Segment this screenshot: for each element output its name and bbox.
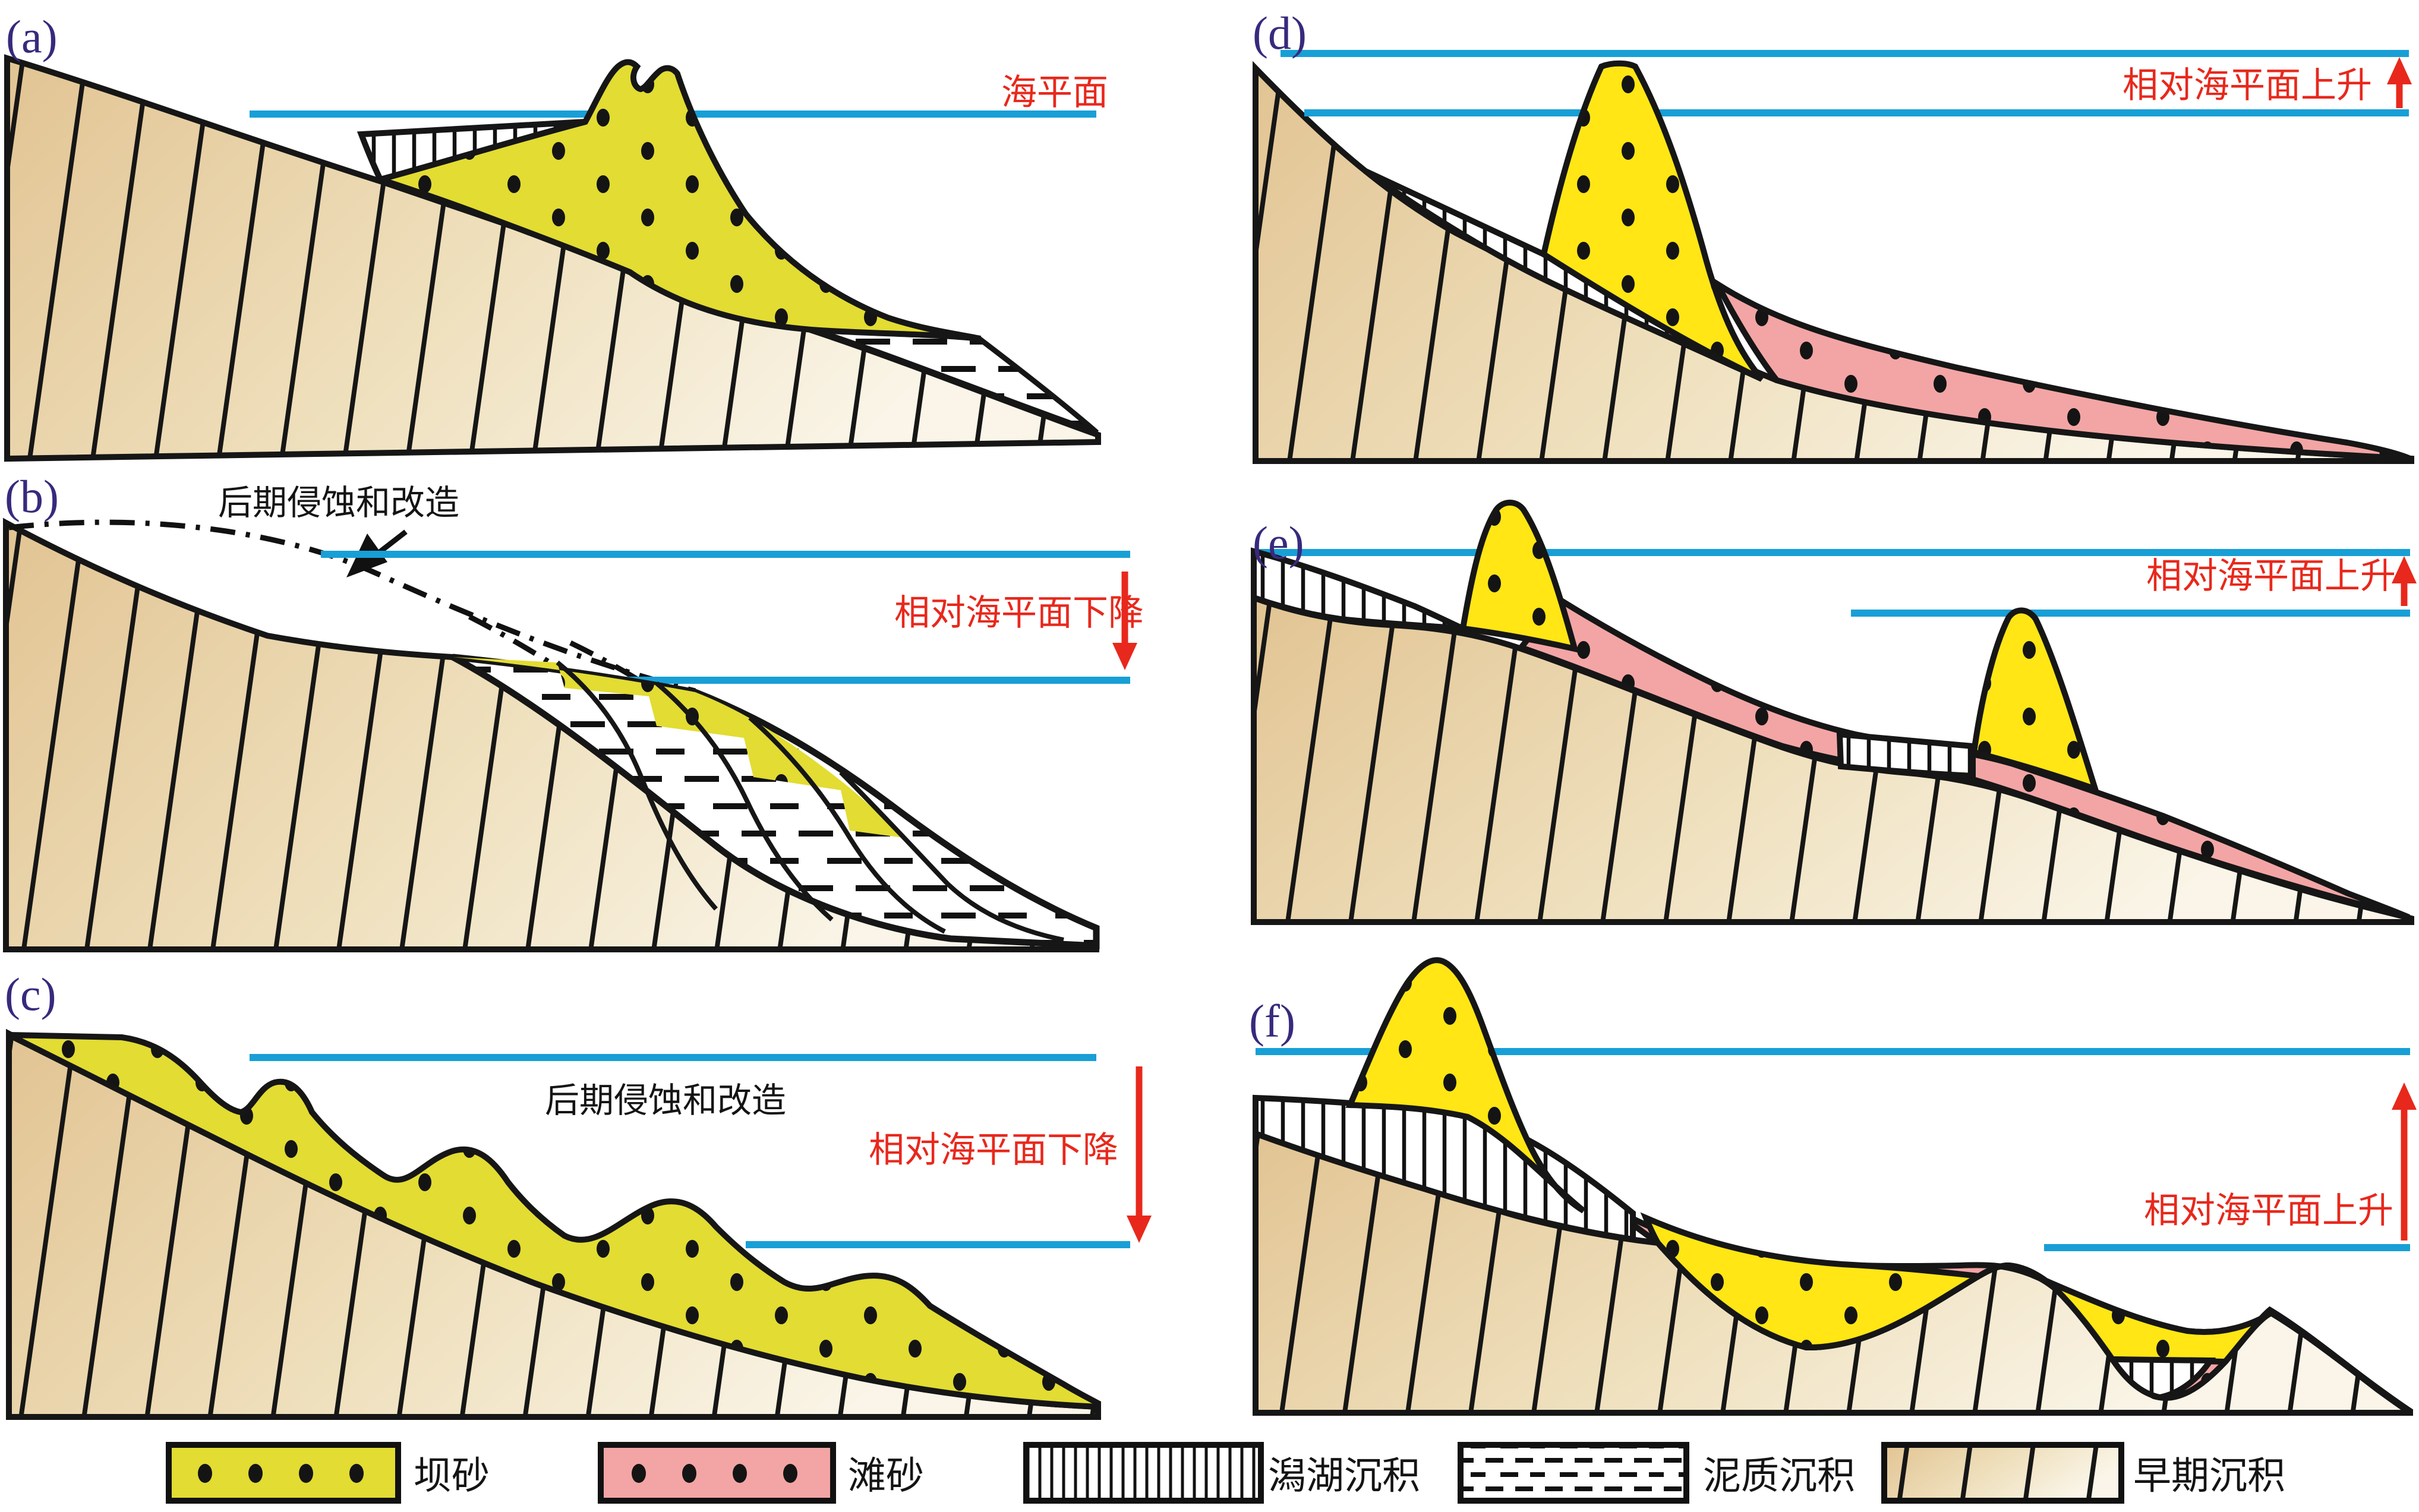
panel-b-label: (b) bbox=[5, 471, 59, 522]
panel-f-label: (f) bbox=[1249, 995, 1295, 1047]
bar-sand-body bbox=[1459, 500, 1579, 653]
clinoform-lines bbox=[556, 660, 1064, 942]
early-deposit-label: 早期沉积 bbox=[2133, 1455, 2285, 1497]
sea-level-fall-arrow-head bbox=[1127, 1216, 1152, 1243]
bar-sand-body bbox=[1345, 957, 1586, 1214]
mud-deposit-label: 泥质沉积 bbox=[1703, 1455, 1855, 1497]
panel-a: (a) 海平面 bbox=[6, 11, 1108, 459]
lagoon-deposit-area bbox=[1836, 731, 1976, 779]
bar-sand-body bbox=[1970, 607, 2100, 794]
sea-level-rise-label: 相对海平面上升 bbox=[2146, 557, 2396, 596]
clinoform-line bbox=[655, 681, 834, 921]
panel-f: (f) 相对海平面上升 bbox=[1249, 957, 2417, 1413]
panel-a-label: (a) bbox=[6, 11, 58, 62]
buried-bar-sand-body bbox=[1640, 1212, 1988, 1351]
legend-item-early-deposit: 早期沉积 bbox=[1881, 1442, 2285, 1504]
lagoon-deposit-label: 潟湖沉积 bbox=[1268, 1455, 1420, 1497]
panel-d: (d) 相对海平面上升 bbox=[1253, 7, 2412, 461]
lagoon-deposit-area bbox=[357, 119, 586, 183]
clinoform-line bbox=[748, 716, 946, 934]
clinoform-line bbox=[839, 771, 1064, 942]
sea-level-rise-arrow-head bbox=[2387, 57, 2412, 84]
bar-sand-drape bbox=[7, 1032, 1101, 1410]
bar-sand-body bbox=[453, 657, 903, 838]
sea-level-rise-label: 相对海平面上升 bbox=[2144, 1191, 2393, 1230]
bar-sand-label: 坝砂 bbox=[414, 1455, 490, 1497]
former-profile-line bbox=[8, 519, 696, 694]
panel-c-label: (c) bbox=[5, 968, 56, 1020]
sea-level-label: 海平面 bbox=[1001, 73, 1108, 112]
erosion-label: 后期侵蚀和改造 bbox=[545, 1081, 786, 1120]
sea-level-fall-label: 相对海平面下降 bbox=[869, 1131, 1118, 1170]
legend-item-mud-deposit: 泥质沉积 bbox=[1458, 1442, 1855, 1504]
legend-item-lagoon-deposit: 潟湖沉积 bbox=[1023, 1442, 1420, 1504]
legend-item-bar-sand: 坝砂 bbox=[166, 1442, 490, 1504]
lagoon-deposit-swatch bbox=[1023, 1442, 1264, 1504]
mud-deposit-swatch bbox=[1458, 1442, 1689, 1504]
lagoon-deposit-area bbox=[2106, 1356, 2216, 1401]
legend: 坝砂 滩砂 潟湖沉积 泥质沉积 早期沉积 bbox=[166, 1442, 2285, 1504]
erosion-label: 后期侵蚀和改造 bbox=[218, 484, 459, 522]
beach-sand-swatch-dots bbox=[632, 1464, 797, 1483]
beach-sand-body bbox=[1709, 275, 2412, 462]
sea-level-fall-arrow-head bbox=[1112, 643, 1137, 670]
sea-level-rise-label: 相对海平面上升 bbox=[2122, 66, 2372, 105]
sea-level-rise-arrow-head bbox=[2392, 1082, 2417, 1110]
early-deposit-swatch-hatch bbox=[1881, 1442, 2124, 1504]
panel-d-label: (d) bbox=[1253, 7, 1307, 59]
panel-b: (b) 后期侵蚀和改造 相对海平面下降 bbox=[5, 471, 1144, 949]
panel-e: (e) 相对海平面上升 bbox=[1251, 500, 2417, 922]
beach-sand-label: 滩砂 bbox=[848, 1455, 924, 1497]
buried-bar-sand-body bbox=[2031, 1272, 2273, 1365]
bar-sand-body bbox=[370, 59, 981, 342]
bar-sand-body bbox=[1540, 60, 1764, 382]
sea-level-fall-label: 相对海平面下降 bbox=[894, 594, 1144, 633]
clinoform-line bbox=[556, 660, 718, 911]
legend-item-beach-sand: 滩砂 bbox=[598, 1442, 924, 1504]
panel-e-label: (e) bbox=[1253, 517, 1304, 569]
bar-sand-swatch-dots bbox=[198, 1464, 364, 1483]
sea-level-rise-arrow-head bbox=[2392, 556, 2417, 583]
panel-c: (c) 后期侵蚀和改造 相对海平面下降 bbox=[5, 968, 1152, 1417]
